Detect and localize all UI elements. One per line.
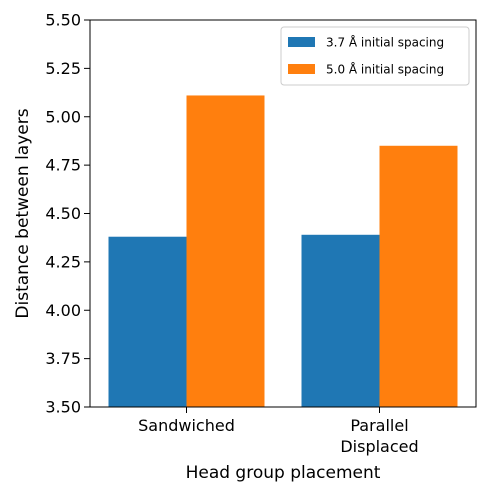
- y-axis: 3.50 3.75 4.00 4.25 4.50 4.75 5.00 5.25 5.50: [45, 11, 90, 417]
- y-tick-label: 3.75: [45, 349, 81, 368]
- legend-box: [280, 26, 470, 86]
- bar-series2-2: [379, 145, 458, 407]
- y-tick-label: 5.00: [45, 107, 81, 126]
- legend-swatch-2: [288, 64, 315, 74]
- legend: 3.7 Å initial spacing 5.0 Å initial spaci…: [280, 26, 470, 86]
- y-tick-label: 4.50: [45, 204, 81, 223]
- y-tick-label: 4.00: [45, 301, 81, 320]
- bar-series2-1: [186, 95, 265, 407]
- x-tick-label: Sandwiched: [138, 416, 235, 435]
- y-tick-label: 5.25: [45, 59, 81, 78]
- bars-group: [108, 95, 458, 407]
- bar-series1-2: [301, 234, 380, 407]
- y-tick-label: 5.50: [45, 11, 81, 30]
- plot-frame: [89, 19, 477, 408]
- y-tick-label: 4.75: [45, 156, 81, 175]
- x-tick-label: Parallel: [350, 416, 408, 435]
- legend-label-1: 3.7 Å initial spacing: [326, 35, 444, 50]
- legend-label-2: 5.0 Å initial spacing: [326, 62, 444, 77]
- y-axis-label: Distance between layers: [13, 108, 33, 318]
- x-tick-label: Displaced: [340, 437, 418, 456]
- y-tick-label: 3.50: [45, 398, 81, 417]
- x-axis: Sandwiched Parallel Displaced: [138, 407, 419, 456]
- bar-series1-1: [108, 236, 187, 407]
- legend-swatch-1: [288, 37, 315, 47]
- x-axis-label: Head group placement: [186, 463, 381, 483]
- y-tick-label: 4.25: [45, 252, 81, 271]
